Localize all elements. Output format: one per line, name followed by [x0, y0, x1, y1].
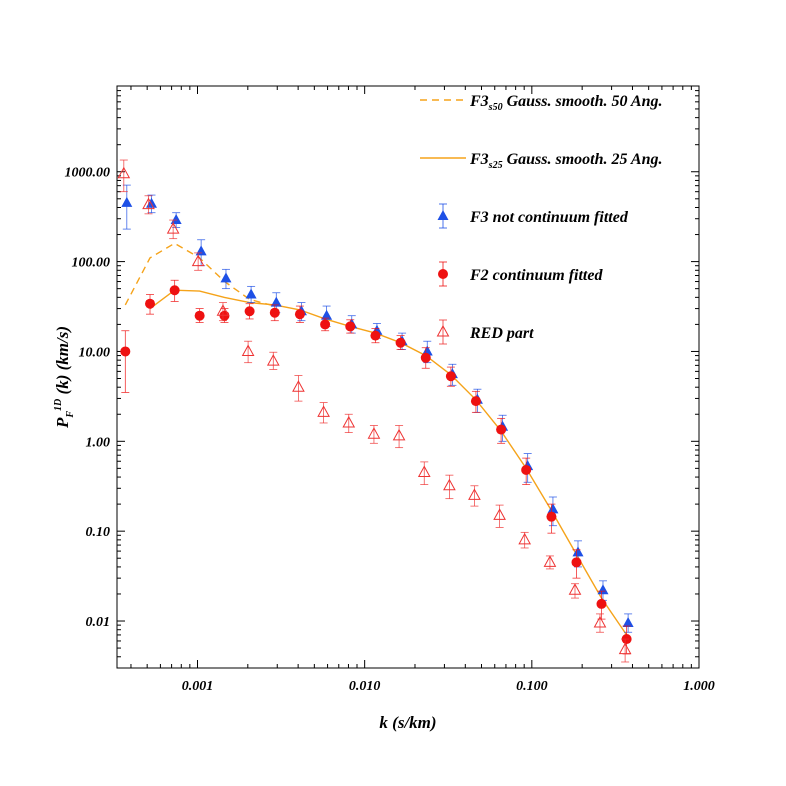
data-point-filled-triangle [421, 345, 433, 356]
data-point-open-triangle [142, 197, 155, 210]
data-point-filled-triangle [170, 214, 182, 225]
data-point-filled-circle [120, 346, 131, 357]
y-tick-label: 0.01 [86, 615, 111, 630]
data-point-filled-circle [496, 424, 507, 435]
data-point-filled-triangle [547, 503, 559, 514]
legend-label: F2 continuum fitted [469, 267, 603, 284]
data-point-filled-triangle [220, 272, 232, 283]
data-point-filled-circle [470, 396, 481, 407]
data-point-filled-triangle [270, 296, 282, 307]
data-point-open-triangle [266, 354, 280, 366]
y-tick-label: 1.00 [86, 435, 111, 450]
x-tick-label: 0.100 [516, 679, 548, 694]
data-point-open-triangle [342, 415, 356, 428]
y-tick-label: 1000.00 [65, 166, 111, 181]
data-point-filled-circle [571, 557, 582, 568]
data-point-filled-triangle [121, 196, 133, 207]
data-point-open-triangle [593, 615, 607, 628]
data-point-filled-circle [546, 511, 557, 522]
data-point-filled-circle [395, 337, 406, 348]
data-point-filled-circle [194, 310, 205, 321]
data-point-filled-triangle [195, 245, 207, 256]
y-axis-label: PF1D (k) (km/s) [53, 326, 76, 429]
x-tick-label: 0.001 [182, 679, 214, 694]
data-point-filled-circle [596, 598, 607, 609]
point-series [117, 159, 634, 663]
data-point-open-triangle [117, 166, 131, 179]
series-solid-line [149, 289, 628, 636]
data-point-filled-circle [420, 352, 431, 363]
data-point-filled-circle [521, 464, 532, 475]
data-point-filled-triangle [572, 546, 584, 557]
data-point-open-triangle [392, 428, 406, 441]
legend-marker-open-triangle [436, 324, 450, 337]
data-point-open-triangle [166, 222, 180, 234]
data-point-open-triangle [493, 508, 506, 520]
legend-label: F3s50 Gauss. smooth. 50 Ang. [469, 93, 662, 113]
data-point-open-triangle [568, 583, 582, 595]
data-point-filled-circle [269, 307, 280, 318]
data-point-open-triangle [543, 555, 557, 567]
legend-label: F3 not continuum fitted [469, 209, 629, 226]
data-point-filled-circle [320, 319, 331, 330]
legend-label: RED part [469, 325, 534, 342]
data-point-open-triangle [241, 344, 255, 356]
axis-ticks: 0.001 0.010 0.100 1.000 0.01 0.10 1.00 10.00 100… [65, 85, 715, 694]
y-tick-label: 0.10 [86, 525, 111, 540]
data-point-filled-circle [370, 330, 381, 341]
data-point-open-triangle [618, 642, 632, 655]
line-series [124, 242, 628, 636]
data-point-open-triangle [191, 254, 205, 267]
plot-frame [116, 85, 700, 669]
data-point-filled-triangle [622, 617, 634, 628]
x-axis-label: k (s/km) [379, 713, 436, 732]
y-tick-label: 10.00 [79, 345, 111, 360]
legend-marker-filled-triangle [437, 210, 449, 220]
data-point-filled-circle [294, 309, 305, 320]
data-point-filled-circle [345, 321, 356, 332]
data-point-filled-triangle [321, 309, 333, 320]
data-point-filled-circle [145, 298, 156, 309]
data-point-filled-circle [169, 285, 180, 296]
data-point-open-triangle [518, 532, 532, 545]
data-point-filled-triangle [597, 584, 609, 595]
data-point-filled-circle [445, 371, 456, 382]
data-point-open-triangle [317, 405, 330, 417]
data-point-filled-triangle [245, 288, 257, 299]
x-tick-label: 1.000 [683, 679, 715, 694]
data-point-open-triangle [292, 380, 305, 392]
legend-label: F3s25 Gauss. smooth. 25 Ang. [469, 151, 662, 171]
x-tick-label: 0.010 [349, 679, 381, 694]
data-point-open-triangle [417, 465, 431, 477]
data-point-open-triangle [367, 427, 381, 439]
data-point-open-triangle [216, 304, 230, 316]
legend: F3s50 Gauss. smooth. 50 Ang. F3s25 Gauss.… [420, 93, 662, 345]
y-tick-label: 100.00 [72, 256, 111, 271]
data-point-open-triangle [443, 478, 456, 491]
data-point-open-triangle [468, 488, 481, 500]
legend-marker-filled-circle [438, 269, 448, 279]
data-point-filled-circle [244, 306, 255, 317]
